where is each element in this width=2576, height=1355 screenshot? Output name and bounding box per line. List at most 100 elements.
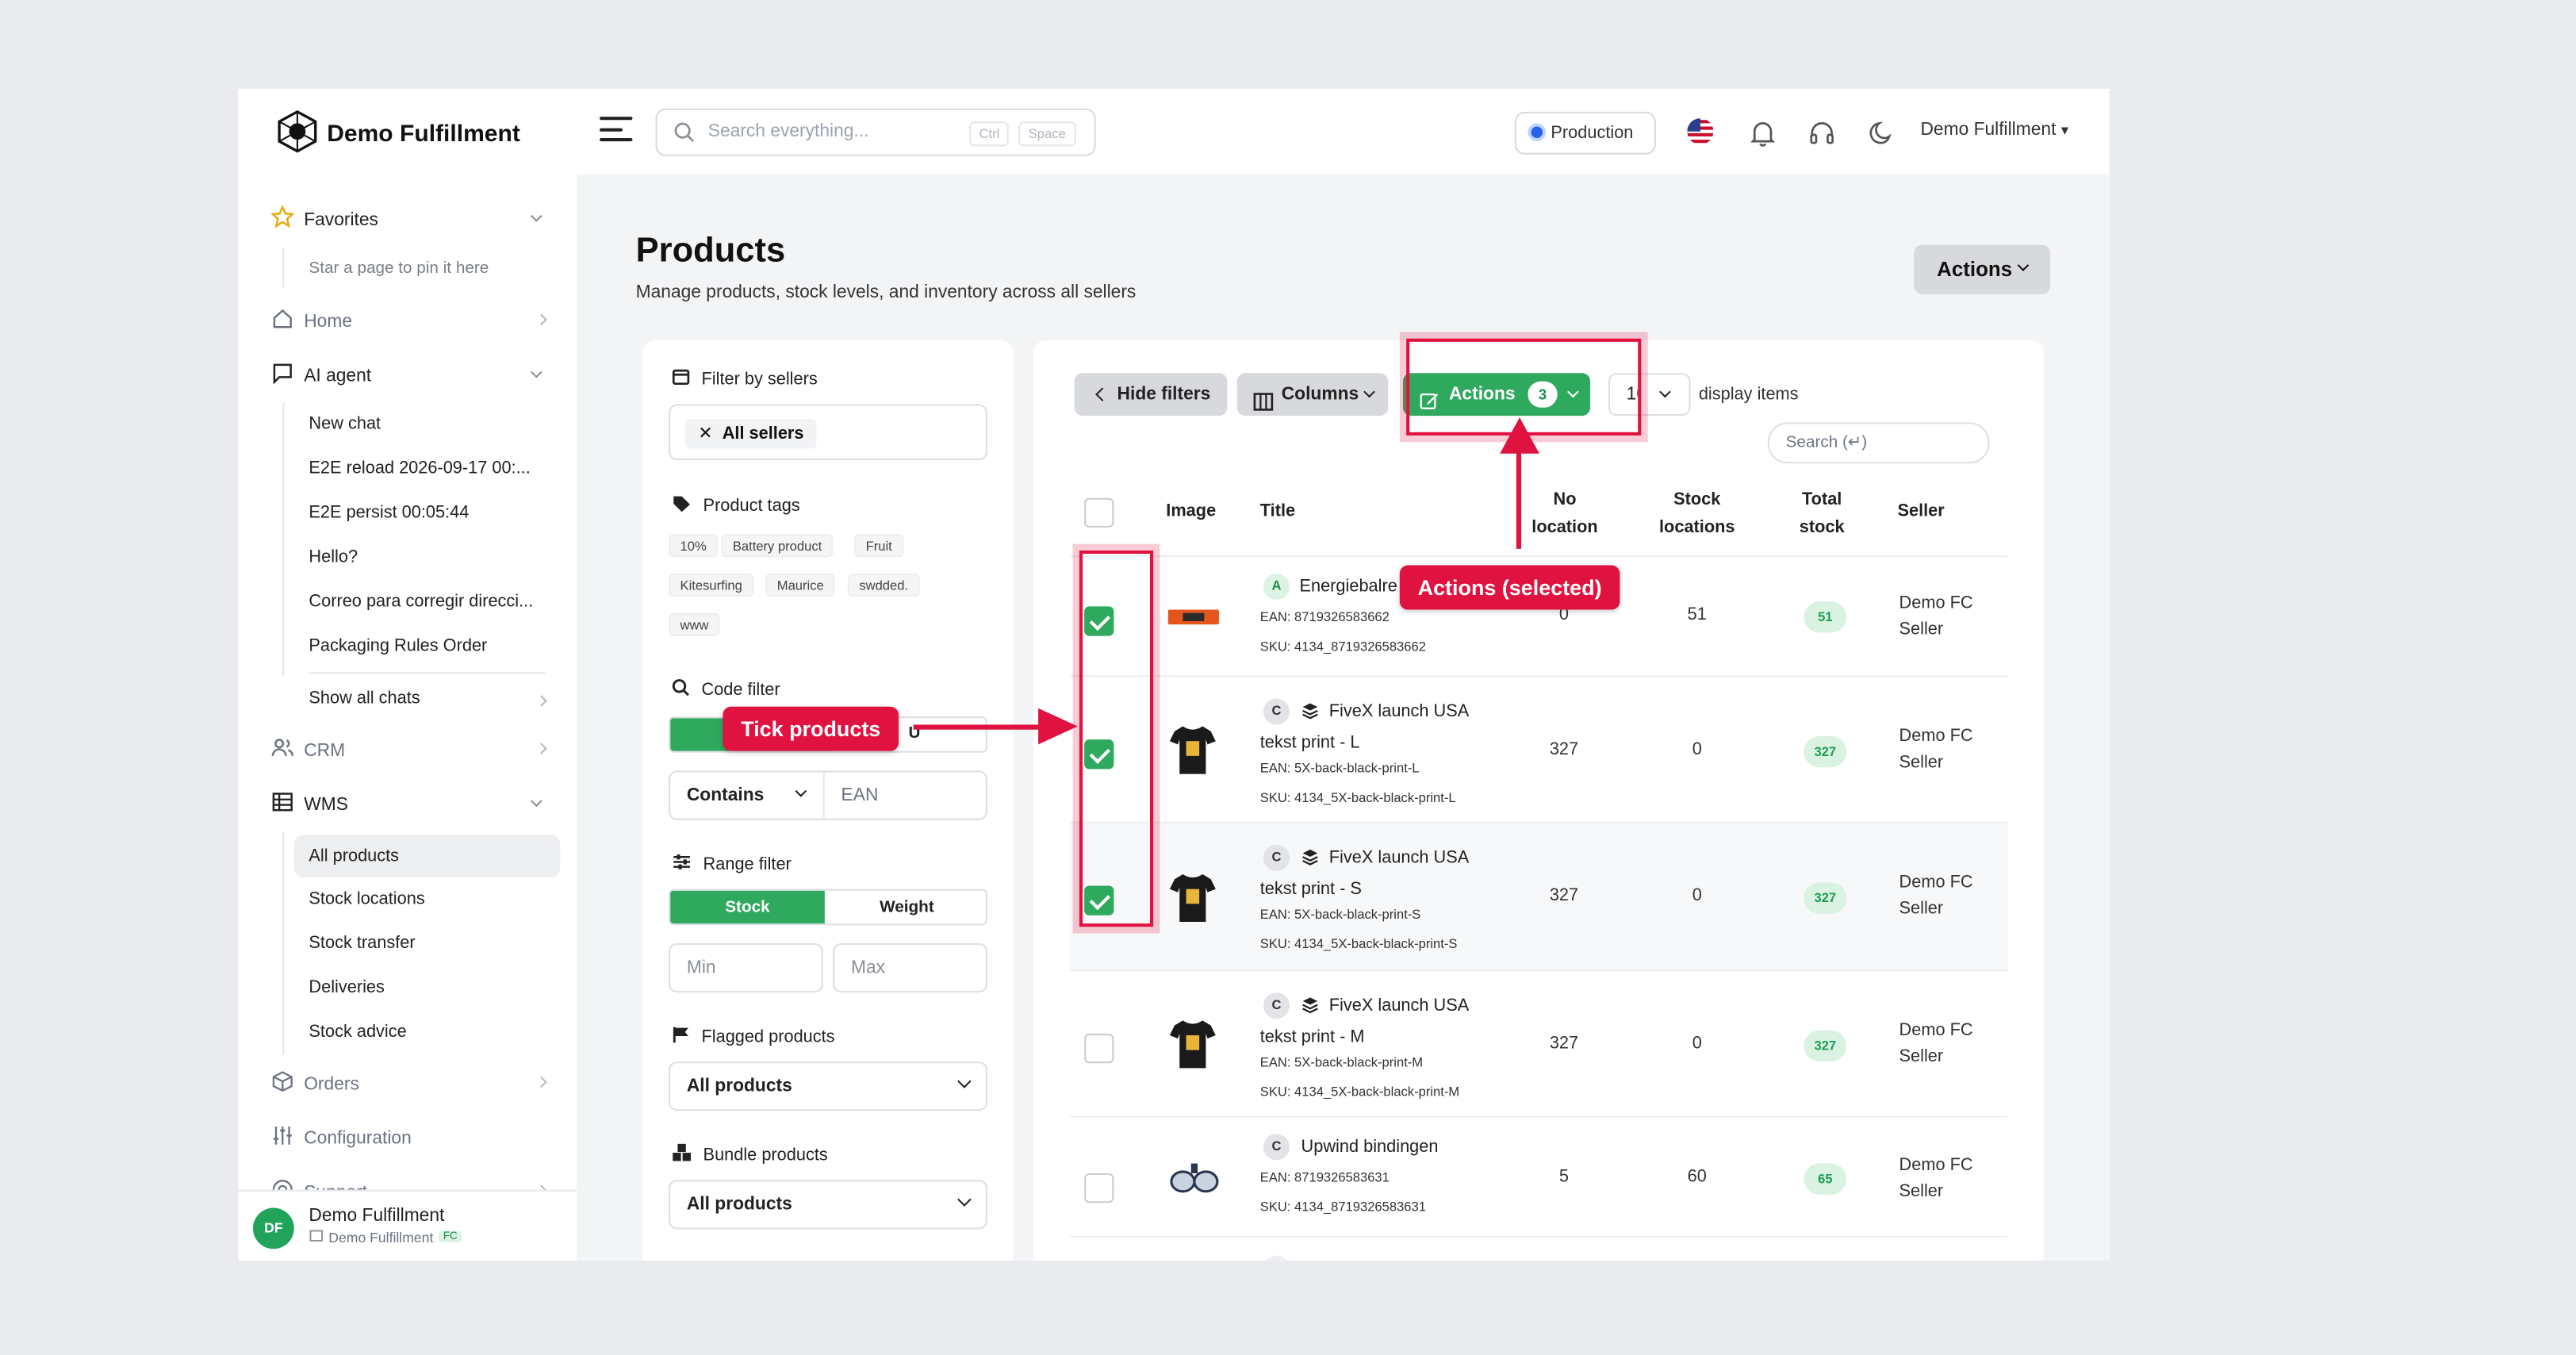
chat-item[interactable]: Correo para corregir direcci... [309, 591, 534, 612]
col-header-no-location[interactable]: No location [1531, 489, 1598, 538]
account-switcher[interactable]: DF Demo Fulfillment Demo Fulfillment FC [238, 1189, 577, 1261]
chat-item[interactable]: New chat [309, 413, 381, 434]
table-search-input[interactable]: Search (↵) [1767, 422, 1990, 464]
brand[interactable]: Demo Fulfillment [274, 109, 520, 161]
col-header-total-stock[interactable]: Total stock [1799, 489, 1845, 538]
table-row[interactable]: C FiveX launch USA tekst print - M EAN: … [1069, 969, 2008, 1115]
product-type-badge [1263, 1255, 1290, 1261]
close-icon[interactable]: ✕ [698, 424, 713, 444]
row-checkbox[interactable] [1084, 885, 1114, 915]
columns-button[interactable]: Columns [1236, 373, 1389, 416]
chat-item[interactable]: Hello? [309, 547, 358, 567]
product-title[interactable]: Energiebalre [1299, 577, 1397, 597]
sidebar-item-stock-locations[interactable]: Stock locations [309, 889, 425, 909]
page-size-select[interactable]: 10 [1608, 373, 1691, 416]
sidebar-orders[interactable]: Orders [271, 1069, 359, 1097]
tag-chip[interactable]: Maurice [765, 573, 836, 597]
sidebar-item-stock-advice[interactable]: Stock advice [309, 1022, 407, 1042]
sidebar-ai-agent[interactable]: AI agent [271, 362, 371, 390]
environment-badge[interactable]: Production [1514, 111, 1656, 155]
table-row[interactable]: C Upwind bindingen EAN: 8719326583631 SK… [1069, 1115, 2008, 1235]
range-tab-stock[interactable]: Stock [670, 890, 825, 924]
flag-icon [672, 1026, 690, 1049]
product-title[interactable]: FiveX launch USA tekst print - S [1259, 847, 1469, 900]
col-header-seller[interactable]: Seller [1897, 501, 1945, 521]
store-icon [672, 368, 690, 391]
chat-item[interactable]: E2E reload 2026-09-17 00:... [309, 458, 531, 478]
chevron-right-icon [535, 1076, 547, 1088]
us-flag-icon[interactable] [1685, 117, 1715, 146]
product-title[interactable]: Upwind bindingen [1301, 1137, 1439, 1157]
sidebar-item-stock-transfer[interactable]: Stock transfer [309, 933, 416, 954]
chevron-down-icon[interactable] [530, 210, 542, 222]
range-tab-weight[interactable]: Weight [880, 899, 934, 917]
match-mode-select[interactable]: Contains [686, 785, 765, 805]
table-row[interactable]: C FiveX launch USA tekst print - L EAN: … [1069, 675, 2008, 821]
col-header-title[interactable]: Title [1259, 501, 1296, 521]
favorites-label: Favorites [304, 209, 378, 229]
row-checkbox[interactable] [1084, 606, 1114, 636]
table-row[interactable]: C FiveX launch USA tekst print - S EAN: … [1069, 821, 2008, 970]
product-title[interactable]: FiveX launch USA tekst print - L [1259, 701, 1469, 753]
code-filter-input[interactable]: Contains EAN [669, 770, 987, 820]
user-menu[interactable]: Demo Fulfillment ▾ [1920, 120, 2068, 140]
product-tags-heading: Product tags [672, 494, 800, 517]
menu-icon[interactable] [600, 117, 633, 146]
bundle-products-select[interactable]: All products [669, 1180, 987, 1230]
bell-icon[interactable] [1748, 118, 1777, 148]
sellers-select[interactable]: ✕ All sellers [669, 404, 987, 460]
global-search[interactable]: Search everything... Ctrl Space [655, 108, 1096, 156]
table-row[interactable] [1069, 1235, 2008, 1261]
show-all-chats[interactable]: Show all chats [309, 688, 420, 708]
headset-icon[interactable] [1807, 118, 1837, 148]
sidebar-item-all-products[interactable]: All products [293, 835, 561, 878]
product-sku: SKU: 4134_5X-back-black-print-M [1259, 1084, 1460, 1100]
bundle-products-label: Bundle products [703, 1145, 828, 1165]
select-all-checkbox[interactable] [1084, 497, 1114, 528]
home-label: Home [304, 311, 352, 332]
building-icon [309, 1227, 324, 1246]
code-field-input[interactable]: EAN [841, 785, 879, 805]
chat-item[interactable]: Packaging Rules Order [309, 635, 488, 656]
flagged-products-select[interactable]: All products [669, 1061, 987, 1111]
col-header-stock-locations[interactable]: Stock locations [1659, 489, 1735, 538]
chevron-down-icon [795, 785, 807, 797]
energy-bar-image [1167, 609, 1219, 625]
range-min-input[interactable]: Min [669, 942, 823, 993]
tshirt-image [1168, 1017, 1217, 1078]
sidebar-crm[interactable]: CRM [271, 736, 345, 764]
bulk-actions-button[interactable]: Actions 3 [1402, 373, 1591, 416]
tag-chip[interactable]: Kitesurfing [669, 573, 754, 597]
table-row[interactable]: A Energiebalre EAN: 8719326583662 SKU: 4… [1069, 555, 2008, 675]
sidebar-item-deliveries[interactable]: Deliveries [309, 977, 385, 998]
seller-chip[interactable]: ✕ All sellers [684, 419, 818, 449]
moon-icon[interactable] [1866, 118, 1896, 148]
filter-panel: Filter by sellers ✕ All sellers Product … [642, 340, 1014, 1261]
sidebar-favorites[interactable]: Favorites [270, 204, 378, 233]
tag-icon [672, 494, 692, 517]
row-checkbox[interactable] [1084, 1173, 1114, 1203]
edit-icon [1420, 385, 1439, 428]
row-checkbox[interactable] [1084, 739, 1114, 770]
row-checkbox[interactable] [1084, 1033, 1114, 1064]
product-title[interactable]: FiveX launch USA tekst print - M [1259, 996, 1469, 1047]
seller-name: Demo FC Seller [1899, 593, 1973, 639]
tag-chip[interactable]: swdded. [847, 573, 920, 597]
user-menu-label: Demo Fulfillment [1920, 120, 2057, 140]
range-max-input[interactable]: Max [833, 942, 987, 993]
tree-line [282, 831, 285, 1055]
chevron-down-icon [2017, 259, 2030, 271]
sidebar-wms[interactable]: WMS [271, 790, 348, 818]
tag-chip[interactable]: www [669, 612, 720, 636]
sidebar-configuration[interactable]: Configuration [271, 1124, 412, 1152]
chat-item[interactable]: E2E persist 00:05:44 [309, 502, 470, 523]
bundle-products-heading: Bundle products [672, 1143, 828, 1167]
hide-filters-button[interactable]: Hide filters [1074, 373, 1228, 416]
chevron-down-icon[interactable] [530, 795, 542, 808]
tag-chip[interactable]: Fruit [854, 534, 904, 558]
tag-chip[interactable]: 10% [669, 534, 719, 558]
chevron-down-icon[interactable] [530, 366, 542, 378]
page-actions-button[interactable]: Actions [1914, 244, 2051, 294]
tag-chip[interactable]: Battery product [721, 534, 834, 558]
sidebar-home[interactable]: Home [271, 307, 352, 335]
